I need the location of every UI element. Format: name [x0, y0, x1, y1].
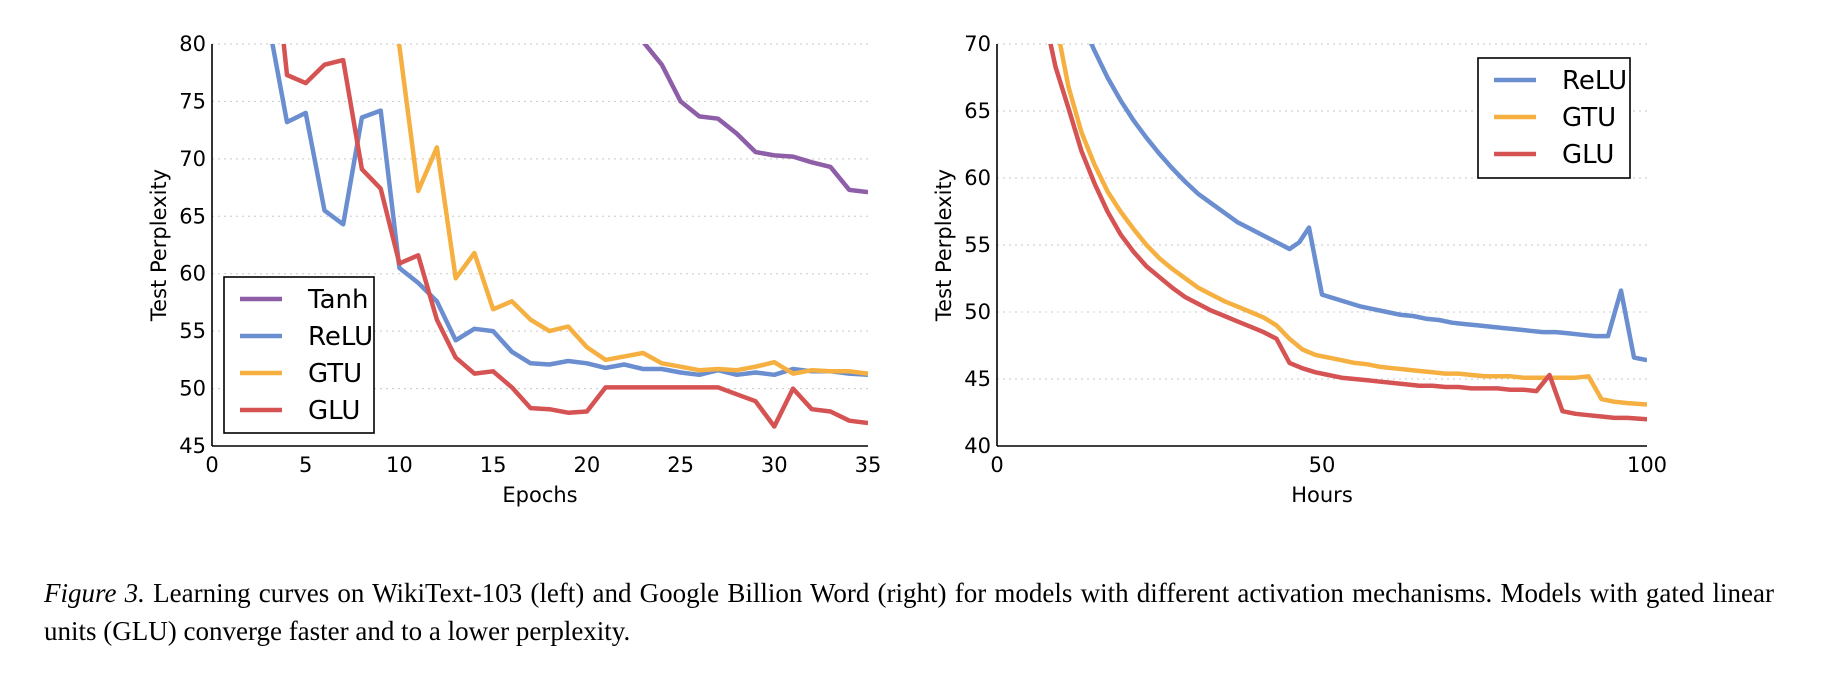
left-ytick-label: 55 — [179, 319, 206, 343]
left-ytick-label: 75 — [179, 89, 206, 113]
left-ytick-label: 45 — [179, 434, 206, 458]
figure-caption: Figure 3. Learning curves on WikiText-10… — [44, 574, 1774, 650]
right-ytick-label: 70 — [964, 32, 991, 56]
right-series-line-glu — [1048, 44, 1647, 422]
left-xtick-label: 20 — [573, 453, 600, 477]
left-ytick-label: 70 — [179, 147, 206, 171]
left-ytick-label: 80 — [179, 32, 206, 56]
left-legend-box — [223, 276, 375, 434]
left-series-group — [270, 44, 868, 429]
left-legend-label-relu: ReLU — [308, 322, 373, 352]
right-ytick-label: 55 — [964, 233, 991, 257]
left-xtick-label: 35 — [855, 453, 882, 477]
left-series-line-relu — [270, 44, 868, 378]
charts-canvas: 45 50 55 60 65 70 75 80 0 5 10 15 20 25 30 35 Epochs Test… — [147, 32, 1667, 507]
left-xtick-label: 5 — [299, 453, 312, 477]
right-xtick-label: 50 — [1309, 453, 1336, 477]
left-ytick-label: 65 — [179, 204, 206, 228]
left-x-axis-label: Epochs — [502, 483, 577, 507]
left-legend: Tanh ReLU GTU GLU — [223, 276, 375, 434]
left-legend-label-tanh: Tanh — [307, 285, 368, 315]
right-legend-label-relu: ReLU — [1562, 66, 1627, 96]
right-xtick-label: 0 — [990, 453, 1003, 477]
left-xtick-label: 15 — [480, 453, 507, 477]
left-ytick-label: 60 — [179, 262, 206, 286]
right-legend-label-glu: GLU — [1562, 140, 1614, 170]
left-series-line-gtu — [396, 44, 868, 376]
right-series-line-relu — [1088, 44, 1647, 363]
left-xtick-label: 10 — [386, 453, 413, 477]
right-legend-label-gtu: GTU — [1562, 103, 1616, 133]
caption-label: Figure 3. — [44, 578, 145, 608]
left-xtick-label: 0 — [205, 453, 218, 477]
right-ytick-label: 40 — [964, 434, 991, 458]
left-xtick-label: 30 — [761, 453, 788, 477]
left-ytick-label: 50 — [179, 377, 206, 401]
right-x-axis-label: Hours — [1291, 483, 1353, 507]
right-ytick-label: 50 — [964, 300, 991, 324]
left-legend-label-gtu: GTU — [308, 359, 362, 389]
left-legend-label-glu: GLU — [308, 396, 360, 426]
right-xtick-label: 100 — [1627, 453, 1667, 477]
right-series-group — [1048, 44, 1647, 422]
caption-text: Learning curves on WikiText-103 (left) a… — [44, 578, 1775, 646]
left-series-line-glu — [281, 44, 868, 429]
right-series-line-gtu — [1057, 44, 1647, 407]
right-y-axis-label: Test Perplexity — [932, 169, 956, 322]
left-xtick-label: 25 — [667, 453, 694, 477]
right-legend: ReLU GTU GLU — [1477, 57, 1631, 179]
right-ytick-label: 45 — [964, 367, 991, 391]
left-y-axis-label: Test Perplexity — [147, 169, 171, 322]
chart-google-billion-word: 40 45 50 55 60 65 70 0 50 100 Hours Test Perplexity… — [932, 32, 1667, 507]
chart-wikitext-103: 45 50 55 60 65 70 75 80 0 5 10 15 20 25 30 35 Epochs Test… — [147, 32, 882, 507]
right-ytick-label: 60 — [964, 166, 991, 190]
left-series-line-tanh — [642, 44, 868, 195]
right-ytick-label: 65 — [964, 99, 991, 123]
